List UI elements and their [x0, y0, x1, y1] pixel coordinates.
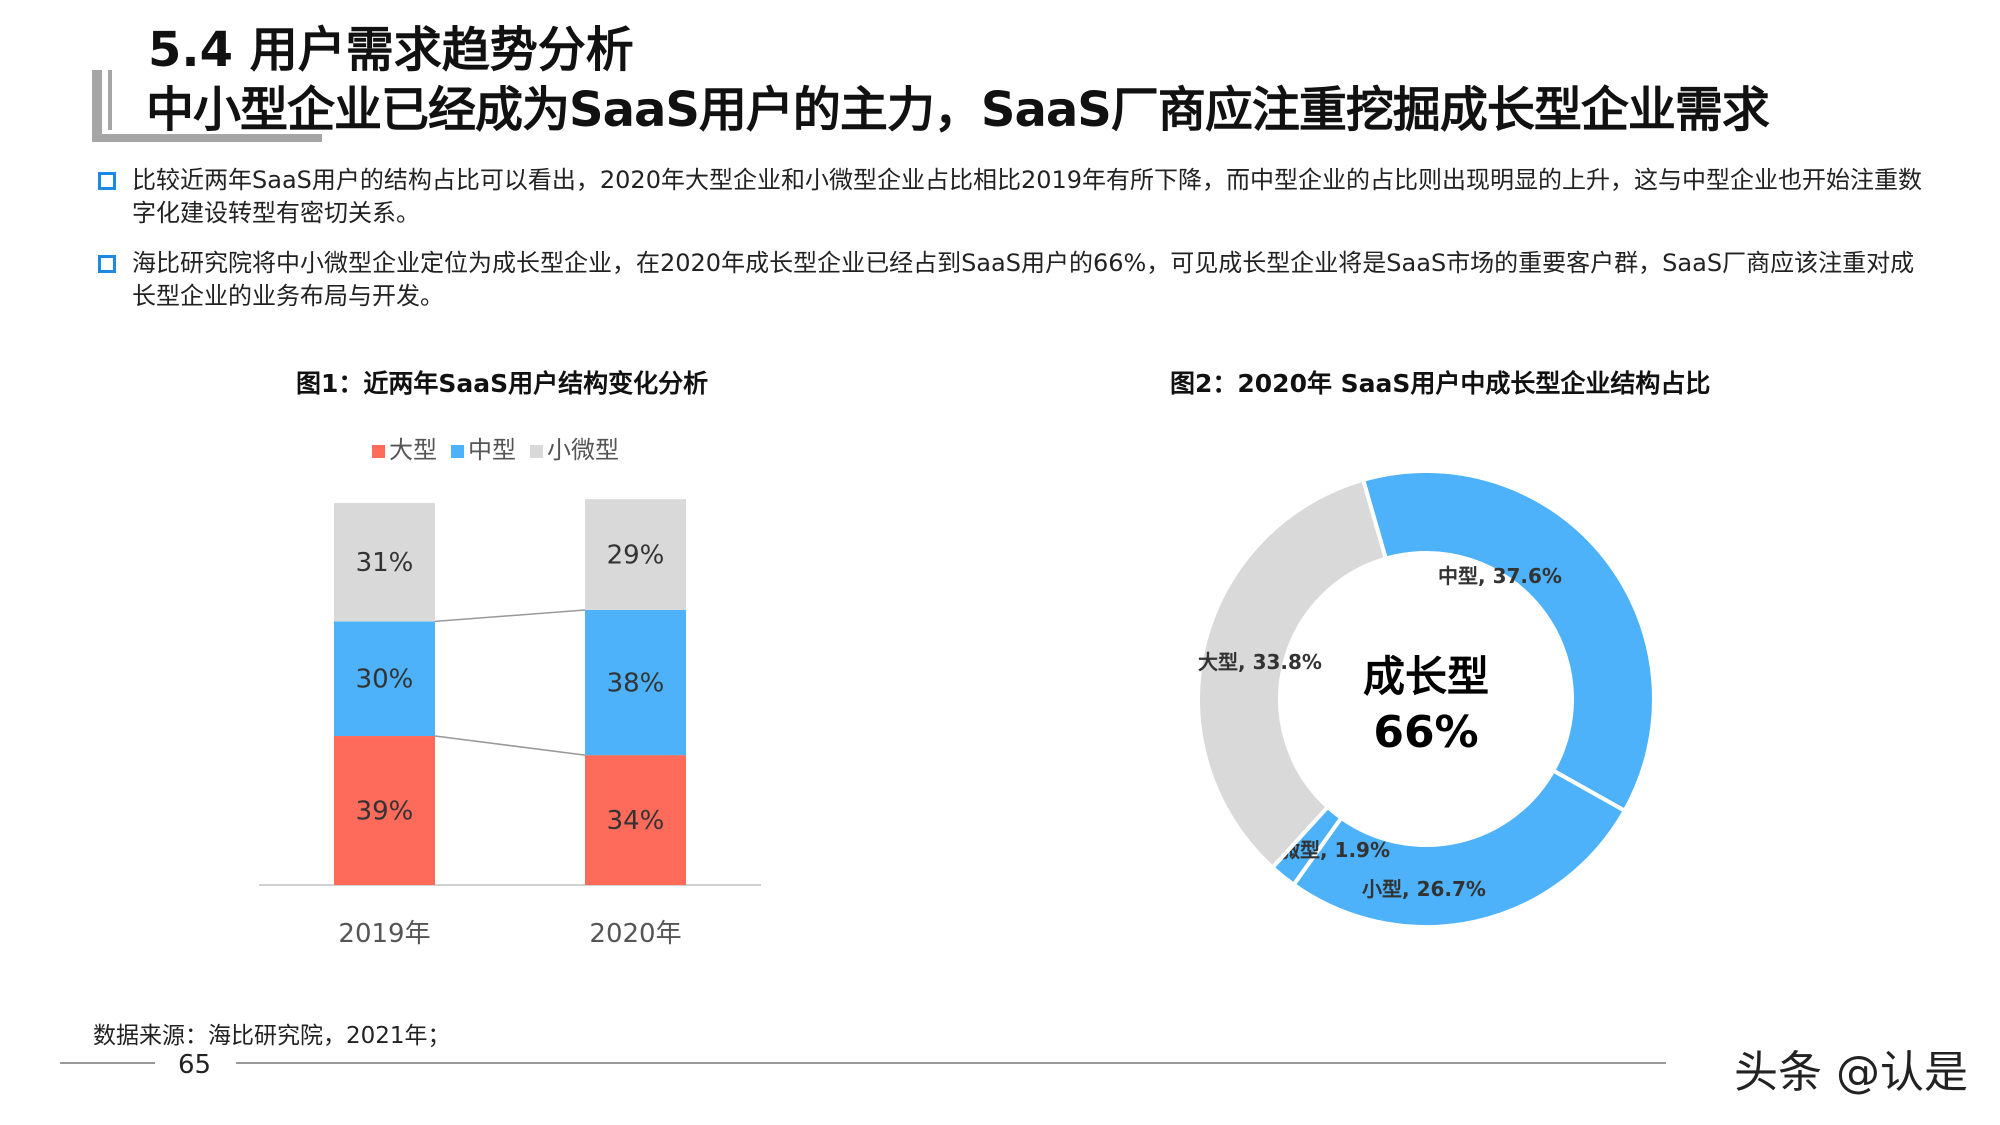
- donut-slice: [1360, 469, 1656, 814]
- data-label: 34%: [607, 806, 665, 836]
- chart1-title: 图1：近两年SaaS用户结构变化分析: [296, 369, 709, 398]
- page-number: 65: [178, 1050, 212, 1080]
- data-source: 数据来源：海比研究院，2021年；: [93, 1023, 451, 1049]
- square-bullet-icon: [98, 172, 116, 190]
- section-title: 5.4 用户需求趋势分析: [148, 22, 634, 78]
- data-label: 39%: [356, 797, 414, 827]
- donut-chart: 中型, 37.6%小型, 26.7%微型, 1.9%大型, 33.8% 成长型66…: [1196, 469, 1656, 929]
- title-bracket: [92, 134, 322, 142]
- data-label: 38%: [607, 669, 665, 699]
- footer-line: [236, 1062, 1666, 1064]
- title-bracket: [108, 70, 112, 130]
- bar-segment: [585, 755, 686, 885]
- data-label: 30%: [356, 665, 414, 695]
- watermark: 头条 @认是: [1734, 1047, 1968, 1098]
- bar-segment: [585, 499, 686, 610]
- bar-segment: [334, 503, 435, 622]
- slice-label: 小型, 26.7%: [1362, 877, 1486, 901]
- connector-line: [434, 735, 586, 756]
- footer-line: [60, 1062, 155, 1064]
- donut-slice: [1196, 477, 1389, 871]
- bullet-item: 海比研究院将中小微型企业定位为成长型企业，在2020年成长型企业已经占到SaaS…: [98, 247, 1928, 313]
- legend-swatch: [530, 445, 543, 458]
- legend-item: 中型: [451, 430, 516, 465]
- x-tick-label: 2019年: [338, 919, 430, 949]
- bar-chart: 39% 30% 31% 2019年 34% 38% 29% 2020年: [259, 499, 761, 949]
- bar-segment: [334, 621, 435, 737]
- chart1-legend: 大型 中型 小微型: [372, 430, 619, 465]
- legend-swatch: [372, 445, 385, 458]
- page-title: 中小型企业已经成为SaaS用户的主力，SaaS厂商应注重挖掘成长型企业需求: [146, 82, 1770, 138]
- donut-slice: [1290, 767, 1628, 929]
- center-label: 成长型: [1363, 652, 1489, 701]
- data-label: 31%: [356, 548, 414, 578]
- chart2-title: 图2：2020年 SaaS用户中成长型企业结构占比: [1170, 369, 1711, 398]
- title-bracket: [92, 70, 102, 142]
- slice-label: 大型, 33.8%: [1198, 650, 1322, 674]
- legend-item: 小微型: [530, 430, 619, 465]
- bar-segment: [334, 736, 435, 885]
- legend-swatch: [451, 445, 464, 458]
- connector-line: [434, 609, 586, 623]
- slice-label: 中型, 37.6%: [1438, 564, 1562, 588]
- bullet-item: 比较近两年SaaS用户的结构占比可以看出，2020年大型企业和小微型企业占比相比…: [98, 164, 1928, 230]
- center-value: 66%: [1373, 707, 1478, 758]
- square-bullet-icon: [98, 255, 116, 273]
- bar-segment: [585, 609, 686, 756]
- data-label: 29%: [607, 541, 665, 571]
- x-tick-label: 2020年: [589, 919, 681, 949]
- legend-item: 大型: [372, 430, 437, 465]
